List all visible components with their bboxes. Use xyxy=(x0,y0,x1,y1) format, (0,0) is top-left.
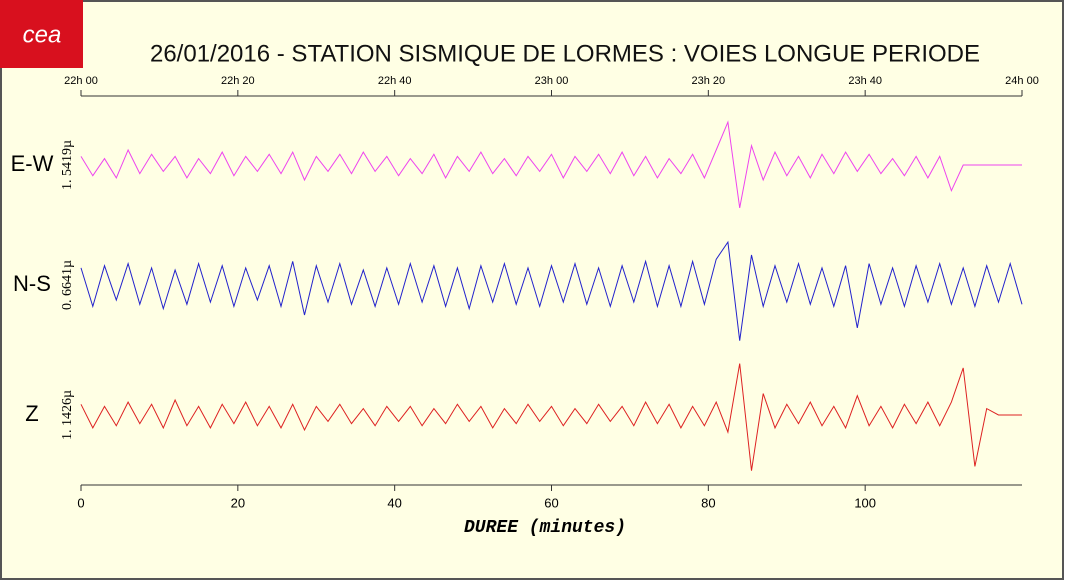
trace-scale: 0. 6641µ xyxy=(60,260,75,310)
trace-name: E-W xyxy=(11,151,54,176)
logo-box xyxy=(0,0,83,68)
x-tick-label: 0 xyxy=(77,495,84,510)
trace-name: Z xyxy=(25,401,38,426)
logo: cea xyxy=(23,21,62,48)
x-tick-label: 20 xyxy=(231,495,245,510)
trace-name: N-S xyxy=(13,271,51,296)
trace xyxy=(80,363,1022,471)
top-tick-label: 22h 00 xyxy=(64,75,98,87)
trace-scale: 1. 1426µ xyxy=(60,390,75,440)
top-tick-label: 22h 20 xyxy=(221,75,255,87)
top-tick-label: 23h 20 xyxy=(692,75,726,87)
trace xyxy=(80,120,1022,208)
top-tick-label: 23h 40 xyxy=(848,75,882,87)
top-tick-label: 22h 40 xyxy=(378,75,412,87)
top-tick-label: 24h 00 xyxy=(1005,75,1039,87)
trace-scale: 1. 5419µ xyxy=(60,140,75,190)
chart-title: 26/01/2016 - STATION SISMIQUE DE LORMES … xyxy=(150,40,980,67)
x-tick-label: 100 xyxy=(854,495,876,510)
x-tick-label: 80 xyxy=(701,495,715,510)
x-tick-label: 60 xyxy=(544,495,558,510)
x-axis-label: DUREE (minutes) xyxy=(464,518,626,538)
top-tick-label: 23h 00 xyxy=(535,75,569,87)
trace xyxy=(80,240,1023,341)
x-tick-label: 40 xyxy=(387,495,401,510)
